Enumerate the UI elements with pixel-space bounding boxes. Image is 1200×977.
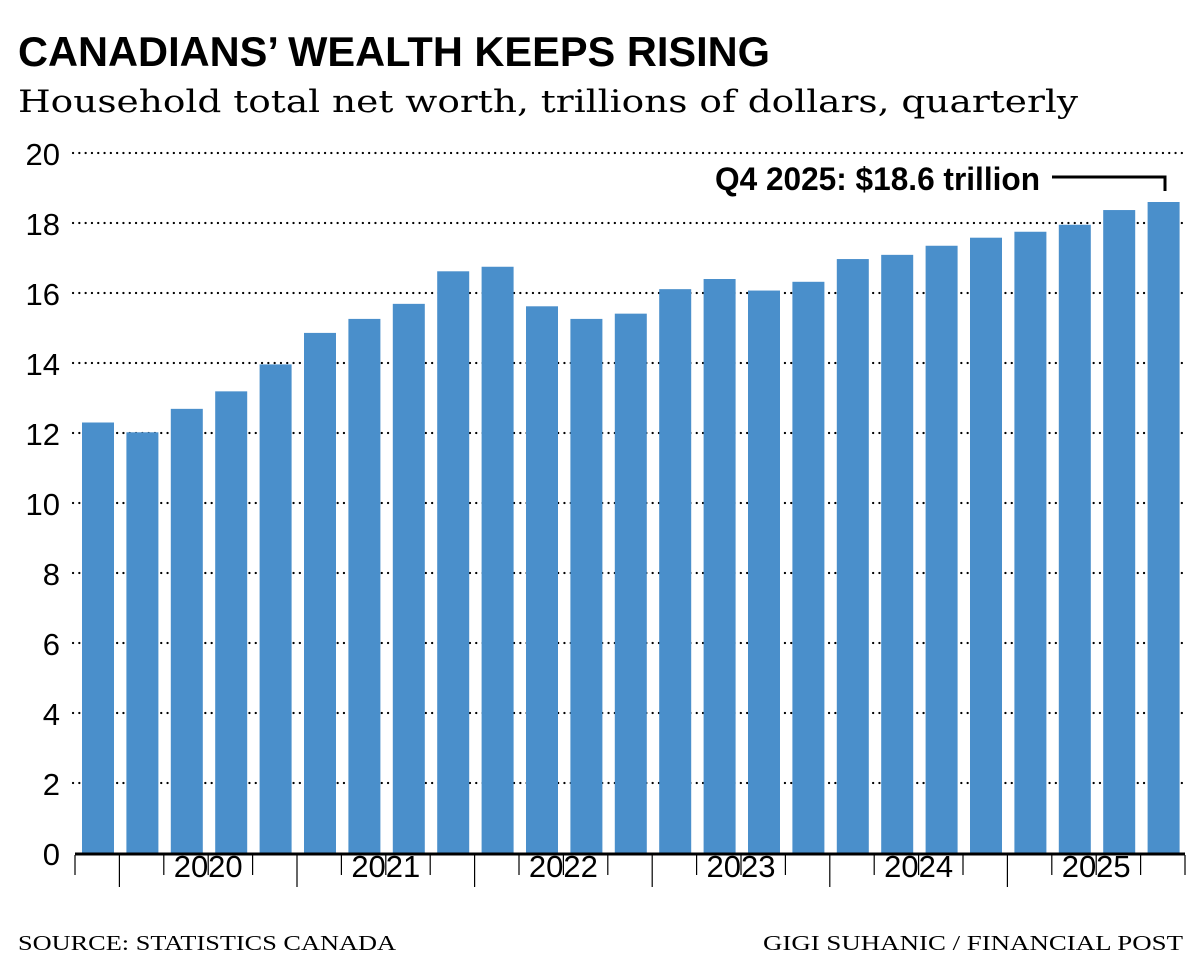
source-note: SOURCE: STATISTICS CANADA — [18, 931, 397, 955]
bar-q2-2025 — [1058, 224, 1091, 853]
bar-q4-2024 — [970, 237, 1002, 853]
y-tick-label: 20 — [26, 137, 60, 172]
y-tick-label: 2 — [43, 767, 60, 802]
bar-q1-2021 — [304, 332, 336, 853]
x-year-label: 2024 — [884, 849, 953, 884]
bar-q4-2019 — [82, 422, 114, 853]
bar-q4-2020 — [259, 364, 292, 853]
y-tick-label: 18 — [26, 207, 60, 242]
bar-q1-2025 — [1014, 231, 1047, 853]
chart-subtitle: Household total net worth, trillions of … — [18, 84, 1079, 120]
bar-q1-2022 — [481, 266, 514, 853]
credit-note: GIGI SUHANIC / FINANCIAL POST — [763, 931, 1183, 955]
bar-q2-2024 — [881, 254, 914, 854]
bar-q3-2022 — [570, 318, 603, 853]
bar-q2-2021 — [348, 318, 381, 853]
bar-q3-2024 — [925, 245, 958, 853]
bar-q4-2025 — [1147, 202, 1180, 853]
y-tick-label: 14 — [26, 347, 60, 382]
bar-q4-2022 — [614, 313, 647, 853]
y-tick-label: 8 — [43, 557, 60, 592]
bar-q2-2023 — [703, 279, 736, 853]
bar-q3-2025 — [1103, 210, 1136, 854]
bar-q4-2021 — [437, 271, 470, 853]
annotation-label: Q4 2025: $18.6 trillion — [715, 161, 1040, 197]
annotation-leader-line — [1052, 175, 1167, 191]
bar-q4-2023 — [792, 281, 825, 853]
y-tick-label: 4 — [43, 697, 60, 732]
x-year-label: 2020 — [174, 849, 243, 884]
bar-q3-2021 — [392, 303, 425, 854]
y-tick-label: 0 — [43, 837, 60, 872]
bar-q2-2022 — [526, 306, 558, 853]
y-tick-label: 10 — [26, 487, 60, 522]
y-tick-label: 6 — [43, 627, 60, 662]
bar-q3-2023 — [748, 290, 780, 853]
x-year-label: 2021 — [351, 849, 420, 884]
bar-q2-2020 — [170, 408, 203, 853]
x-year-label: 2022 — [529, 849, 598, 884]
y-tick-label: 16 — [26, 277, 60, 312]
x-year-label: 2023 — [707, 849, 776, 884]
chart-title: CANADIANS’ WEALTH KEEPS RISING — [18, 28, 770, 75]
x-year-label: 2025 — [1062, 849, 1131, 884]
bar-q1-2023 — [659, 289, 692, 853]
bar-q3-2020 — [215, 391, 248, 853]
y-tick-label: 12 — [26, 417, 60, 452]
bar-q1-2024 — [836, 259, 869, 853]
bar-q1-2020 — [126, 432, 159, 853]
